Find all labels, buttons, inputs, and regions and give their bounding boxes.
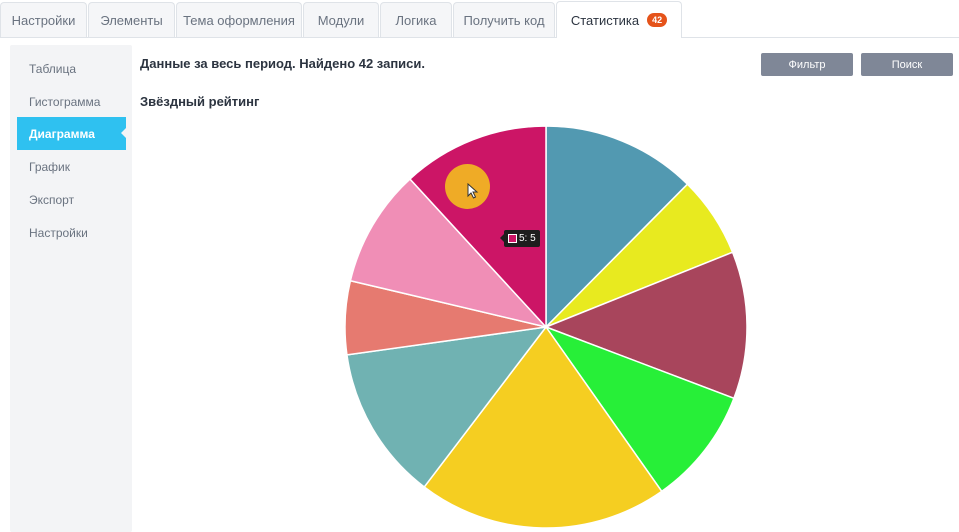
pie-slice[interactable] xyxy=(543,251,748,400)
tab-label: Логика xyxy=(395,13,437,28)
tab-theme[interactable]: Тема оформления xyxy=(176,2,302,38)
tab-label: Элементы xyxy=(100,13,163,28)
results-summary: Данные за весь период. Найдено 42 записи… xyxy=(140,56,426,71)
tab-settings[interactable]: Настройки xyxy=(0,2,87,38)
sidebar-item-label: Диаграмма xyxy=(29,126,95,141)
sidebar-item-graph[interactable]: График xyxy=(17,150,126,183)
sidebar-item-label: Гистограмма xyxy=(29,94,101,109)
pie-chart xyxy=(344,125,748,529)
tab-elements[interactable]: Элементы xyxy=(88,2,175,38)
sidebar-item-histogram[interactable]: Гистограмма xyxy=(17,85,126,118)
tab-modules[interactable]: Модули xyxy=(303,2,379,38)
count-badge: 42 xyxy=(647,13,668,27)
tab-logic[interactable]: Логика xyxy=(380,2,452,38)
sidebar-item-pie-chart[interactable]: Диаграмма xyxy=(17,117,127,150)
pie-slice[interactable] xyxy=(349,177,549,329)
sidebar-item-export[interactable]: Экспорт xyxy=(17,183,126,216)
sidebar-item-settings[interactable]: Настройки xyxy=(17,216,126,249)
filter-button[interactable]: Фильтр xyxy=(761,53,853,76)
sidebar-item-label: График xyxy=(29,159,70,174)
tab-label: Тема оформления xyxy=(183,13,295,28)
sidebar: Таблица Гистограмма Диаграмма График Экс… xyxy=(10,45,132,532)
sidebar-item-label: Настройки xyxy=(29,225,88,240)
sidebar-item-label: Таблица xyxy=(29,61,77,76)
chart-tooltip: 5: 5 xyxy=(500,230,540,247)
tab-label: Получить код xyxy=(463,13,545,28)
tab-label: Модули xyxy=(317,13,365,28)
chart-title: Звёздный рейтинг xyxy=(140,94,260,109)
tab-get-code[interactable]: Получить код xyxy=(453,2,555,38)
tab-label: Статистика xyxy=(570,12,640,28)
tab-label: Настройки xyxy=(11,13,76,28)
tooltip-color-swatch xyxy=(508,234,517,243)
search-button[interactable]: Поиск xyxy=(861,53,953,76)
pie-slice[interactable] xyxy=(545,125,689,329)
sidebar-item-label: Экспорт xyxy=(29,192,75,207)
mouse-cursor-icon xyxy=(467,183,479,199)
tab-bar: Настройки Элементы Тема оформления Модул… xyxy=(0,0,959,38)
pie-slice[interactable] xyxy=(408,125,547,329)
tooltip-text: 5: 5 xyxy=(519,233,536,244)
tab-statistics[interactable]: Статистика 42 xyxy=(556,1,682,38)
pie-slice[interactable] xyxy=(423,325,663,529)
sidebar-item-table[interactable]: Таблица xyxy=(17,52,126,85)
pie-slice[interactable] xyxy=(543,325,735,493)
pie-slice[interactable] xyxy=(346,326,548,488)
